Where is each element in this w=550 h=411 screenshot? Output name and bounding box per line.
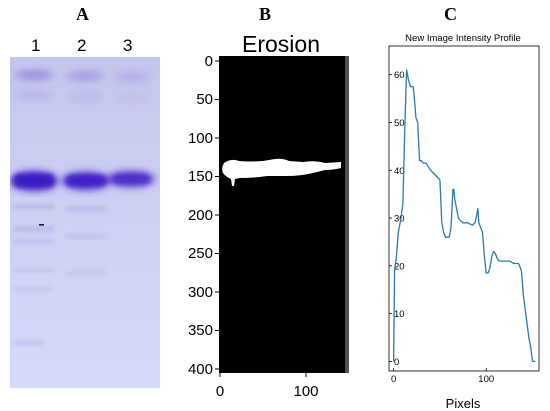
intensity-profile-chart: New Image Intensity Profile 0 10 20 30 40 50 6… [388, 33, 540, 408]
eroded-band-mask [222, 158, 341, 186]
erosion-image [219, 56, 349, 373]
erosion-image-edge [345, 56, 349, 373]
erosion-plot: Erosion 0 50 100 150 200 250 300 350 400… [188, 31, 349, 400]
y-tick-label: 60 [394, 70, 405, 81]
y-tick-label: 40 [394, 166, 405, 177]
y-tick-label: 50 [394, 118, 405, 129]
x-axis-label: Pixels [446, 396, 481, 408]
y-tick-label: 300 [188, 284, 213, 301]
faint-lower-bands [14, 205, 106, 345]
y-tick-label: 250 [188, 245, 213, 262]
erosion-y-axis: 0 50 100 150 200 250 300 350 400 [188, 53, 219, 378]
gel-dust-mark [39, 224, 44, 226]
y-tick-label: 0 [205, 53, 213, 70]
y-tick-label: 200 [188, 207, 213, 224]
x-tick-label: 100 [478, 374, 494, 385]
lane-label-1: 1 [31, 36, 41, 55]
gel-image [10, 57, 160, 388]
y-tick-label: 150 [188, 168, 213, 185]
x-tick-label: 0 [216, 383, 224, 400]
y-tick-label: 30 [394, 214, 405, 225]
x-tick-label: 100 [293, 383, 318, 400]
erosion-title: Erosion [242, 31, 320, 57]
y-tick-label: 0 [394, 357, 399, 368]
upper-smear-bands [14, 70, 150, 102]
y-tick-label: 100 [188, 130, 213, 147]
lane-label-3: 3 [123, 36, 133, 55]
y-tick-label: 20 [394, 261, 405, 272]
y-tick-label: 350 [188, 322, 213, 339]
y-tick-label: 10 [394, 309, 405, 320]
lane-label-2: 2 [77, 36, 87, 55]
gel-background [10, 57, 160, 388]
y-tick-label: 400 [188, 361, 213, 378]
panel-b-letter: B [259, 4, 272, 24]
plot-frame [388, 45, 540, 372]
intensity-series-line [392, 69, 536, 363]
erosion-x-axis: 0 100 [216, 373, 319, 400]
panel-c-letter: C [444, 4, 457, 24]
panel-a-letter: A [76, 4, 89, 24]
y-tick-label: 50 [196, 91, 213, 108]
chart-title: New Image Intensity Profile [405, 33, 521, 44]
main-band-core [14, 174, 149, 187]
x-tick-label: 0 [391, 374, 396, 385]
